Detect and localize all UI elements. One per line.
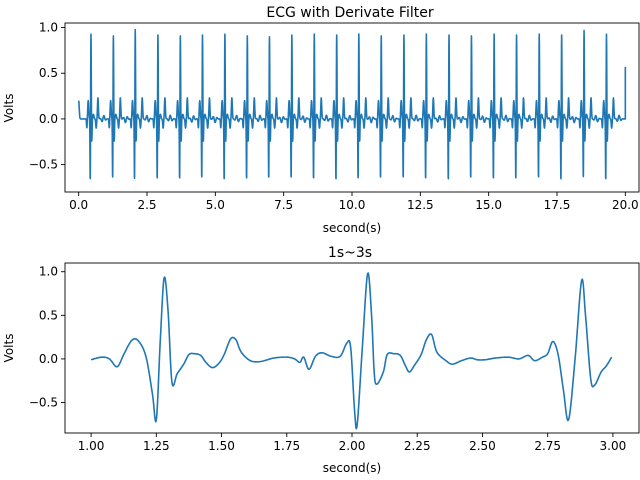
x-axis-label: second(s)	[323, 221, 381, 235]
y-tick-label: 0.0	[39, 352, 58, 366]
x-tick-label: 1.50	[208, 439, 235, 453]
axis-ticks: 1.00 1.25 1.50 1.75 2.00 2.25 2.50 2.75 3.00 1.0 0…	[29, 265, 626, 453]
ecg-trace	[90, 272, 613, 430]
x-tick-label: 12.5	[407, 198, 434, 212]
ecg-full-panel: ECG with Derivate Filter 0.0 2.5 5.0 7.5 10.…	[2, 5, 640, 235]
x-tick-label: 2.25	[404, 439, 431, 453]
y-axis-label: Volts	[2, 334, 16, 363]
x-tick-label: 2.00	[339, 439, 366, 453]
x-tick-label: 7.5	[274, 198, 293, 212]
x-tick-label: 1.75	[273, 439, 300, 453]
chart-title: ECG with Derivate Filter	[266, 5, 433, 21]
x-tick-label: 15.0	[475, 198, 502, 212]
x-tick-label: 17.5	[544, 198, 571, 212]
plot-frame	[64, 22, 640, 193]
y-axis-label: Volts	[2, 94, 16, 123]
y-tick-label: 1.0	[39, 21, 58, 35]
plot-frame	[64, 262, 640, 434]
x-tick-label: 20.0	[612, 198, 639, 212]
x-tick-label: 10.0	[339, 198, 366, 212]
x-tick-label: 1.25	[143, 439, 170, 453]
axis-ticks: 0.0 2.5 5.0 7.5 10.0 12.5 15.0 17.5 20.0 1.0 0.5 0.…	[29, 21, 639, 212]
x-tick-label: 2.5	[137, 198, 156, 212]
x-tick-label: 1.00	[78, 439, 105, 453]
ecg-trace	[77, 28, 627, 180]
ecg-zoom-panel: 1s~3s 1.00 1.25 1.50 1.75 2.00 2.25 2.50 2.75 3.…	[2, 245, 640, 475]
x-tick-label: 3.00	[600, 439, 627, 453]
x-tick-label: 0.0	[69, 198, 88, 212]
x-tick-label: 2.50	[469, 439, 496, 453]
y-tick-label: 0.0	[39, 112, 58, 126]
y-tick-label: 1.0	[39, 265, 58, 279]
chart-title: 1s~3s	[328, 245, 372, 261]
x-tick-label: 2.75	[534, 439, 561, 453]
y-tick-label: 0.5	[39, 308, 58, 322]
y-tick-label: −0.5	[29, 158, 58, 172]
x-tick-label: 5.0	[206, 198, 225, 212]
y-tick-label: −0.5	[29, 395, 58, 409]
y-tick-label: 0.5	[39, 66, 58, 80]
x-axis-label: second(s)	[323, 461, 381, 475]
